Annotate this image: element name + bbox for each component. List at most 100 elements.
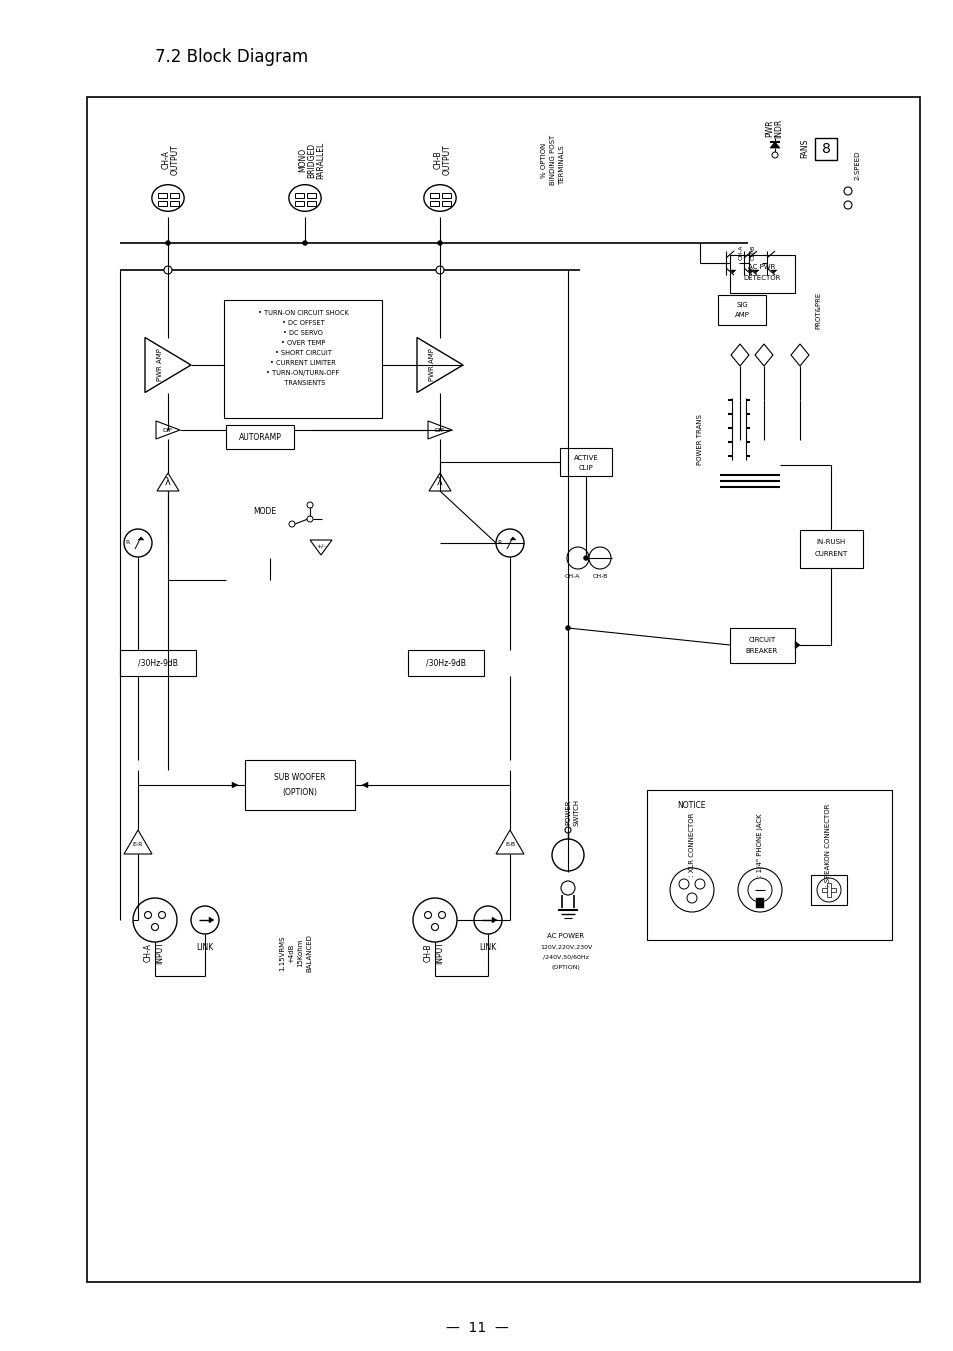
Text: • TURN-ON/TURN-OFF: • TURN-ON/TURN-OFF	[266, 370, 339, 376]
Polygon shape	[416, 338, 462, 393]
Text: 2-SPEED: 2-SPEED	[854, 150, 861, 180]
Text: CH-B: CH-B	[592, 574, 607, 578]
Text: • DC OFFSET: • DC OFFSET	[281, 320, 324, 326]
Text: DIF: DIF	[435, 427, 445, 432]
Circle shape	[307, 516, 313, 521]
Circle shape	[843, 201, 851, 209]
Circle shape	[158, 912, 165, 919]
Circle shape	[474, 907, 501, 934]
Circle shape	[564, 827, 571, 834]
Text: /240V,50/60Hz: /240V,50/60Hz	[542, 955, 588, 959]
Polygon shape	[428, 422, 452, 439]
Text: AMP: AMP	[734, 312, 749, 317]
Ellipse shape	[423, 185, 456, 211]
Bar	[158, 201, 167, 205]
Text: CLIP: CLIP	[578, 465, 593, 471]
Polygon shape	[361, 782, 368, 788]
Text: BREAKER: BREAKER	[745, 648, 778, 654]
Bar	[646, 790, 891, 940]
Circle shape	[307, 503, 313, 508]
Bar	[810, 875, 846, 905]
Text: : 1/4" PHONE JACK: : 1/4" PHONE JACK	[757, 813, 762, 877]
Polygon shape	[429, 473, 451, 490]
Text: (OPTION): (OPTION)	[551, 965, 579, 970]
Text: MONO: MONO	[298, 149, 307, 172]
Text: % OPTION: % OPTION	[540, 142, 546, 177]
Polygon shape	[310, 540, 332, 555]
Text: • TURN-ON CIRCUIT SHOCK: • TURN-ON CIRCUIT SHOCK	[257, 309, 348, 316]
Circle shape	[679, 880, 688, 889]
Polygon shape	[790, 345, 808, 366]
Text: INDR: INDR	[774, 119, 782, 138]
Polygon shape	[769, 142, 780, 149]
Bar	[559, 449, 612, 476]
Text: BRIDGED: BRIDGED	[307, 142, 316, 177]
Text: POWER: POWER	[564, 800, 571, 824]
Circle shape	[302, 240, 307, 246]
Polygon shape	[794, 640, 800, 648]
Text: λ: λ	[165, 477, 171, 486]
Bar	[170, 193, 179, 199]
Circle shape	[289, 521, 294, 527]
Text: • CURRENT LIMITER: • CURRENT LIMITER	[270, 359, 335, 366]
Text: 15Kohm: 15Kohm	[296, 939, 303, 967]
Circle shape	[496, 530, 523, 557]
Ellipse shape	[152, 185, 184, 211]
Circle shape	[437, 240, 442, 246]
Bar	[158, 193, 167, 199]
Circle shape	[588, 547, 610, 569]
Circle shape	[132, 898, 177, 942]
Text: PROT&PRE: PROT&PRE	[814, 292, 821, 328]
Circle shape	[413, 898, 456, 942]
Bar	[814, 138, 836, 159]
Bar	[755, 898, 763, 908]
Bar	[821, 888, 835, 892]
Text: AC PWR: AC PWR	[747, 263, 775, 270]
Ellipse shape	[289, 185, 321, 211]
Circle shape	[566, 547, 588, 569]
Text: : XLR CONNECTOR: : XLR CONNECTOR	[688, 813, 695, 877]
Text: POWER TRANS: POWER TRANS	[697, 415, 702, 466]
Text: TERMINALS: TERMINALS	[558, 145, 564, 185]
Polygon shape	[157, 473, 179, 490]
Text: CH-A: CH-A	[143, 943, 152, 962]
Text: CH-A: CH-A	[161, 150, 171, 169]
Polygon shape	[747, 270, 753, 273]
Polygon shape	[770, 270, 776, 273]
Circle shape	[560, 881, 575, 894]
Bar	[307, 193, 315, 199]
Circle shape	[438, 912, 445, 919]
Text: OUTPUT: OUTPUT	[442, 145, 451, 176]
Text: NOTICE: NOTICE	[677, 801, 705, 809]
Polygon shape	[124, 830, 152, 854]
Text: CH-A: CH-A	[738, 245, 742, 259]
Bar	[226, 426, 294, 449]
Circle shape	[191, 907, 219, 934]
Text: CH-B: CH-B	[433, 151, 442, 169]
Text: R: R	[126, 540, 130, 546]
Bar	[729, 255, 794, 293]
Circle shape	[695, 880, 704, 889]
Bar	[430, 193, 438, 199]
Text: DIF: DIF	[163, 427, 173, 432]
Text: SUB WOOFER: SUB WOOFER	[274, 774, 325, 782]
Bar	[441, 193, 451, 199]
Text: SWITCH: SWITCH	[574, 798, 579, 825]
Text: : SPEAKON CONNECTOR: : SPEAKON CONNECTOR	[824, 804, 830, 886]
Text: 8: 8	[821, 142, 829, 155]
Polygon shape	[754, 345, 772, 366]
Bar	[170, 201, 179, 205]
Circle shape	[436, 266, 443, 274]
Text: 120V,220V,230V: 120V,220V,230V	[539, 944, 592, 950]
Text: • SHORT CIRCUIT: • SHORT CIRCUIT	[274, 350, 331, 357]
Text: LINK: LINK	[478, 943, 497, 952]
Circle shape	[424, 912, 431, 919]
Text: (OPTION): (OPTION)	[282, 788, 317, 797]
Circle shape	[669, 867, 713, 912]
Text: PWR AMP: PWR AMP	[157, 349, 163, 381]
Text: BALANCED: BALANCED	[306, 934, 312, 971]
Polygon shape	[496, 830, 523, 854]
Text: OUTPUT: OUTPUT	[171, 145, 179, 176]
Bar	[826, 884, 830, 897]
Polygon shape	[138, 536, 144, 540]
